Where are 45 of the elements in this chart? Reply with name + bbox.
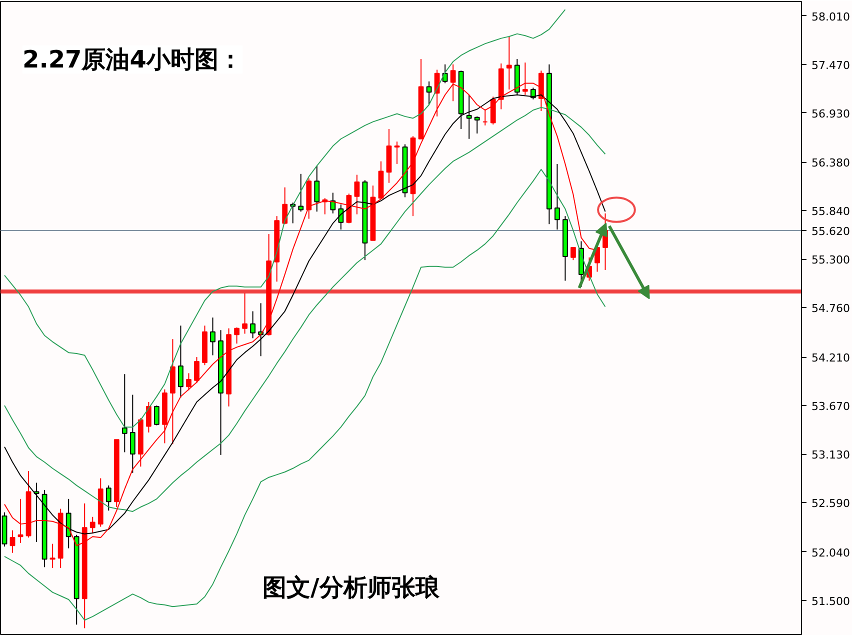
candlestick <box>426 80 432 106</box>
candlestick <box>122 374 128 453</box>
y-tick-label: 55.300 <box>812 254 850 267</box>
candlestick <box>106 484 112 512</box>
candlestick <box>442 64 448 84</box>
candlestick <box>354 174 360 215</box>
candlestick <box>250 310 256 339</box>
candlestick <box>130 394 136 474</box>
candlestick <box>490 96 496 126</box>
candlestick <box>506 36 512 90</box>
candlestick <box>234 326 240 344</box>
candlestick <box>10 530 16 554</box>
candlestick <box>330 192 336 214</box>
y-tick-label: 53.670 <box>812 400 850 414</box>
y-tick-label: 51.500 <box>812 594 850 608</box>
y-tick-label: 55.840 <box>812 205 850 218</box>
line-series <box>4 168 606 621</box>
candlestick <box>298 173 304 212</box>
candlestick <box>314 165 320 212</box>
annotation: 图文/分析师张琅 <box>262 572 440 602</box>
y-tick-label: 52.040 <box>812 546 850 560</box>
candlestick <box>242 292 248 334</box>
candlestick <box>90 516 96 534</box>
y-tick-label: 54.210 <box>812 352 850 365</box>
y-tick-label: 56.380 <box>812 156 850 170</box>
y-tick-label: 52.590 <box>812 497 850 510</box>
y-tick-label: 54.760 <box>812 302 850 316</box>
candlestick <box>570 247 576 261</box>
text: 2.27原油4小时图： <box>22 46 242 74</box>
candlestick <box>154 405 160 426</box>
candlestick <box>146 401 152 433</box>
candlestick <box>50 543 56 569</box>
candlestick <box>178 325 184 398</box>
candlestick <box>194 356 200 384</box>
ref-line-label: 55.620 <box>812 224 850 238</box>
candlestick <box>394 141 400 165</box>
y-tick-label: 58.010 <box>812 10 850 24</box>
candlestick <box>474 116 480 134</box>
candlestick <box>554 164 560 230</box>
candlestick <box>210 317 216 356</box>
y-tick-label: 56.930 <box>812 107 850 120</box>
candlestick <box>186 372 192 391</box>
candlestick <box>338 204 344 230</box>
y-tick-label: 53.130 <box>812 448 850 462</box>
y-tick-label: 57.470 <box>812 58 850 72</box>
